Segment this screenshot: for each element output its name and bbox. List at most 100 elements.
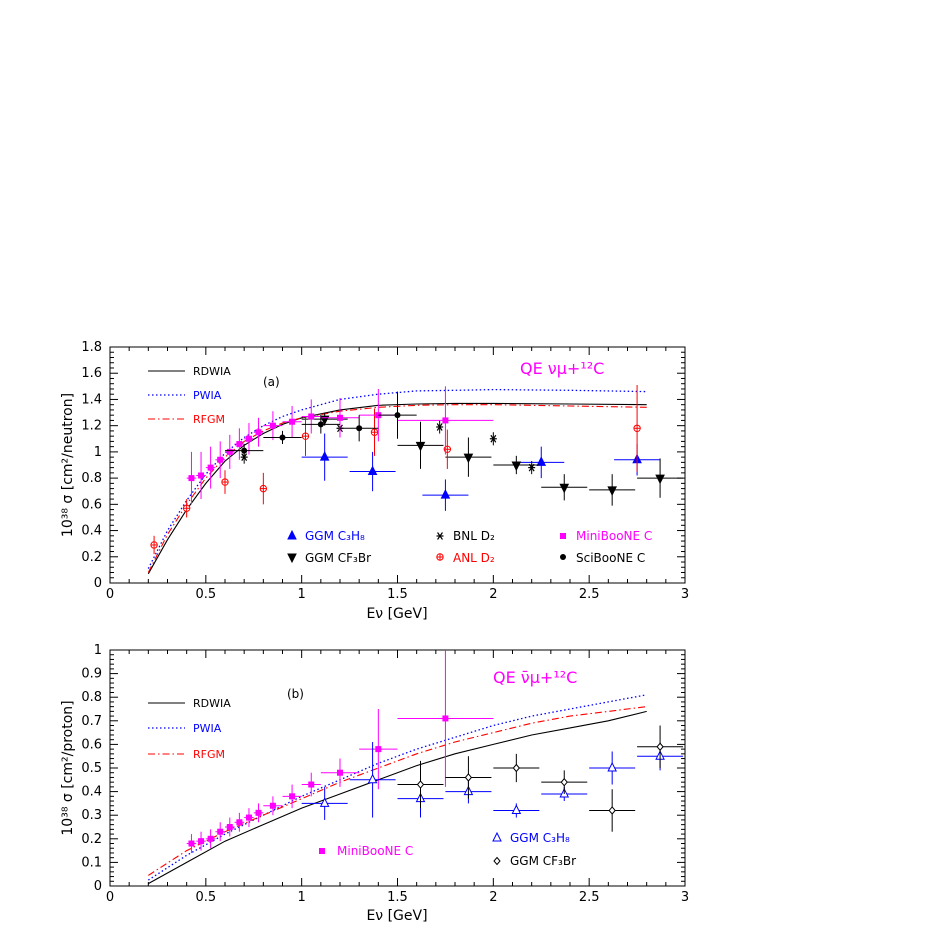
marker-square (289, 793, 296, 800)
x-tick-label: 2.5 (579, 587, 600, 602)
data-point (633, 385, 641, 472)
panel-b-line-legend: RDWIA PWIA RFGM (148, 697, 231, 761)
data-point (637, 458, 684, 498)
marker-diamond-open (656, 742, 664, 752)
data-point (282, 784, 302, 809)
marker-square (217, 456, 224, 463)
legend-label-bnl-d2: BNL D₂ (453, 529, 495, 543)
marker-square (255, 809, 262, 816)
data-point (589, 474, 636, 506)
marker-triangle-up-open (607, 761, 617, 772)
data-point (282, 406, 302, 438)
marker-square (245, 435, 252, 442)
legend-label-rfgm: RFGM (193, 748, 225, 761)
y-tick-label: 1 (94, 445, 102, 460)
marker-circle (394, 412, 401, 419)
y-tick-label: 0.6 (81, 497, 102, 512)
panel-b-marker-legend: MiniBooNE C GGM C₃H₈ GGM CF₃Br (319, 831, 576, 868)
legend-marker-miniboone-c (319, 848, 325, 854)
legend-marker-sciboone-c (560, 554, 566, 560)
data-point (263, 411, 283, 441)
marker-asterisk (436, 423, 444, 431)
data-point (205, 446, 216, 489)
marker-circle-plus (633, 424, 641, 432)
legend-symbol-square (560, 533, 566, 539)
data-point (196, 831, 206, 851)
marker-asterisk (528, 463, 536, 472)
data-point (397, 386, 494, 455)
data-point (340, 415, 379, 442)
y-tick-label: 0.6 (81, 737, 102, 752)
data-point (244, 423, 254, 455)
legend-symbol-triangle-up-open (492, 831, 502, 842)
data-point (518, 446, 565, 479)
data-point (493, 455, 540, 475)
marker-circle-plus (182, 504, 191, 512)
marker-circle-plus (370, 428, 379, 436)
marker-circle (241, 447, 248, 454)
data-point (253, 417, 264, 447)
marker-square (308, 413, 315, 420)
y-tick-label: 1 (94, 643, 102, 658)
legend-marker-ggm-c3h8 (492, 831, 502, 842)
marker-square (289, 418, 296, 425)
series-ggm-c3h8 (301, 433, 661, 511)
legend-marker-anl-d2 (436, 553, 444, 561)
marker-triangle-down (607, 486, 617, 497)
data-point (301, 786, 348, 820)
legend-label-rdwia: RDWIA (193, 697, 231, 710)
legend-label-pwia: PWIA (193, 389, 222, 402)
legend-label-pwia: PWIA (193, 722, 222, 735)
legend-symbol-circle-plus (436, 553, 444, 561)
panel-a-y-ticks: 0 0.2 0.4 0.6 0.8 1 1.2 1.4 1.6 1.8 (81, 340, 685, 591)
panel-b-data-points (186, 650, 684, 853)
legend-label-ggm-cf3br: GGM CF₃Br (305, 551, 371, 565)
data-point (225, 817, 235, 837)
legend-symbol-triangle-down (287, 553, 297, 564)
y-tick-label: 0.2 (81, 550, 102, 565)
marker-triangle-down (415, 441, 426, 452)
legend-label-ggm-cf3br: GGM CF₃Br (510, 854, 576, 868)
y-tick-label: 0.4 (81, 524, 102, 539)
marker-triangle-up (536, 456, 547, 466)
marker-circle-plus (259, 484, 268, 493)
data-point (301, 433, 348, 481)
marker-square (269, 422, 276, 429)
panel-a-data-points (150, 385, 684, 555)
marker-square (442, 417, 449, 424)
y-tick-label: 0.4 (81, 785, 102, 800)
panel-b-reaction-title: QE ν̄μ+¹²C (493, 668, 577, 687)
data-point (541, 770, 588, 794)
panel-a-x-ticks: 0 0.5 1 1.5 2 2.5 3 (106, 347, 689, 602)
legend-marker-ggm-cf3br (287, 553, 297, 564)
data-point (253, 803, 264, 823)
x-tick-label: 0.5 (195, 890, 216, 905)
data-point (186, 834, 197, 853)
data-point (445, 756, 492, 799)
data-point (225, 444, 264, 458)
curve-rdwia (148, 710, 647, 885)
y-tick-label: 1.6 (81, 366, 102, 381)
marker-square (308, 781, 315, 788)
data-point (221, 470, 229, 494)
x-tick-label: 2 (489, 587, 497, 602)
legend-symbol-asterisk (436, 532, 444, 540)
y-tick-label: 0.2 (81, 832, 102, 847)
series-bnl-d2 (240, 420, 536, 475)
data-point (301, 772, 321, 797)
marker-square (442, 715, 449, 722)
x-tick-label: 0 (106, 890, 114, 905)
marker-square (236, 819, 243, 826)
data-point (301, 415, 340, 434)
marker-square (198, 838, 205, 845)
marker-triangle-up-open (367, 773, 378, 784)
data-point (397, 650, 494, 787)
data-point (359, 709, 398, 790)
data-point (320, 758, 360, 787)
data-point (589, 789, 636, 832)
y-tick-label: 0.8 (81, 471, 102, 486)
y-tick-label: 0.7 (81, 714, 102, 729)
y-tick-label: 0 (94, 576, 102, 591)
data-point (436, 420, 444, 434)
marker-triangle-down (655, 474, 665, 485)
